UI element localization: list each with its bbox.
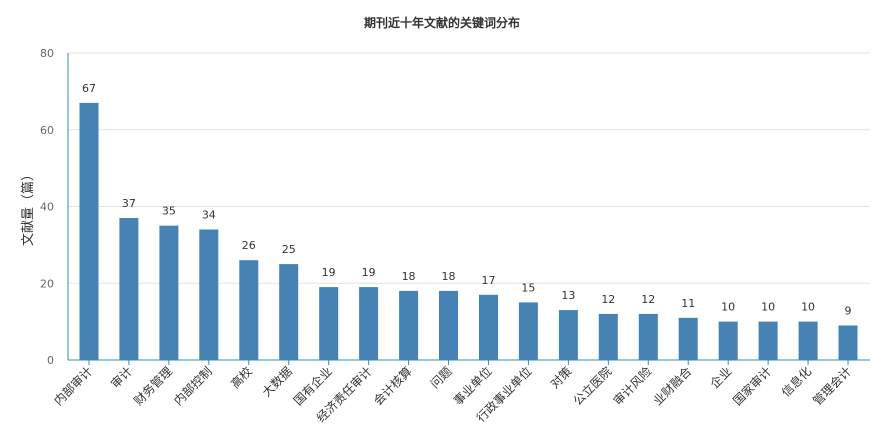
bar	[159, 225, 179, 360]
x-tick-label: 财务管理	[130, 364, 175, 409]
bar	[119, 218, 139, 360]
data-label: 10	[721, 301, 735, 314]
x-tick-label: 业财融合	[650, 364, 695, 409]
data-label: 13	[561, 289, 575, 302]
data-label: 37	[122, 197, 136, 210]
data-label: 10	[801, 301, 815, 314]
data-label: 15	[521, 281, 535, 294]
bar	[718, 321, 738, 360]
x-tick-label: 公立医院	[570, 364, 615, 409]
bar	[359, 287, 379, 360]
data-label: 12	[601, 293, 615, 306]
y-axis-label: 文献量（篇）	[21, 168, 36, 246]
data-label: 67	[82, 82, 96, 95]
data-label: 25	[282, 243, 296, 256]
data-label: 35	[162, 205, 176, 218]
x-tick-label: 管理会计	[810, 364, 855, 409]
data-label: 17	[481, 274, 495, 287]
bar	[798, 321, 818, 360]
data-label: 19	[362, 266, 376, 279]
bar	[79, 102, 99, 361]
bar	[638, 313, 658, 360]
bar	[199, 229, 219, 360]
grid-lines	[68, 52, 870, 284]
x-tick-label: 大数据	[259, 364, 295, 400]
x-tick-label: 审计风险	[610, 364, 655, 409]
x-tick-label: 内部控制	[170, 364, 215, 409]
bar	[598, 313, 618, 360]
chart-title: 期刊近十年文献的关键词分布	[364, 15, 520, 30]
bar	[558, 310, 578, 360]
bar	[758, 321, 778, 360]
x-tick-label: 会计核算	[370, 364, 415, 409]
y-tick-label: 80	[40, 47, 54, 60]
y-tick-label: 60	[40, 124, 54, 137]
x-tick-label: 问题	[428, 364, 455, 391]
y-tick-label: 0	[47, 354, 54, 367]
bar	[239, 260, 259, 360]
data-label: 19	[322, 266, 336, 279]
bar	[518, 302, 538, 360]
x-tick-label: 高校	[227, 364, 255, 392]
x-tick-label: 国家审计	[730, 364, 775, 409]
bar	[319, 287, 339, 360]
bar	[439, 290, 458, 360]
bar	[838, 325, 858, 360]
data-label: 12	[641, 293, 655, 306]
bar	[678, 317, 698, 360]
data-label: 18	[402, 270, 416, 283]
y-tick-label: 20	[40, 277, 54, 290]
data-label: 9	[845, 305, 852, 318]
data-label: 11	[681, 297, 695, 310]
x-tick-label: 内部审计	[51, 364, 96, 409]
x-tick-label: 信息化	[778, 364, 814, 400]
bars	[79, 102, 858, 361]
x-tick-label: 审计	[107, 364, 135, 392]
data-label: 26	[242, 239, 256, 252]
y-tick-label: 40	[40, 201, 54, 214]
x-tick-label: 对策	[548, 364, 575, 391]
bar	[399, 290, 419, 360]
bar	[279, 264, 299, 360]
data-label: 18	[442, 270, 456, 283]
bar	[479, 294, 498, 360]
x-tick-label: 企业	[707, 364, 735, 392]
data-label: 34	[202, 209, 216, 222]
data-label: 10	[761, 301, 775, 314]
